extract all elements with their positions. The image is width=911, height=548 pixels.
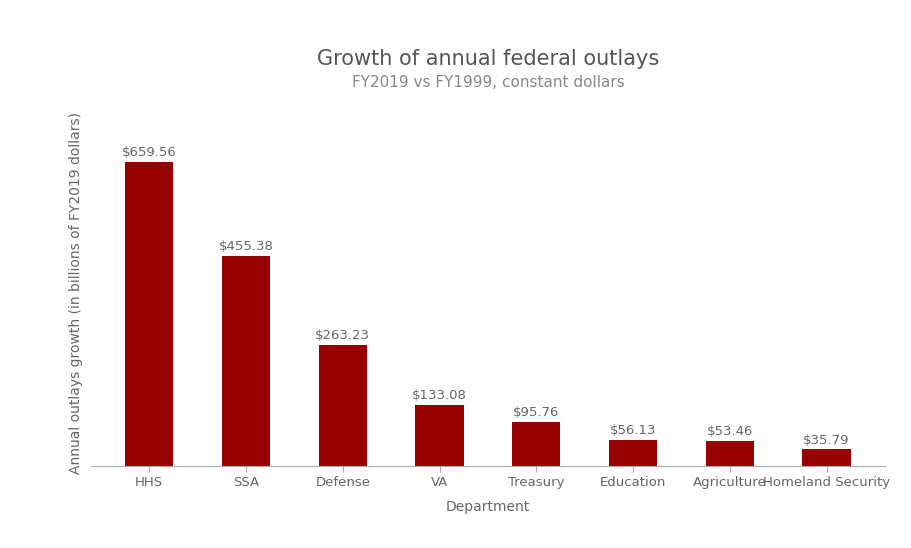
Title: Growth of annual federal outlays: Growth of annual federal outlays	[316, 49, 659, 69]
Text: $35.79: $35.79	[803, 433, 849, 447]
Text: $455.38: $455.38	[219, 241, 273, 253]
Text: $56.13: $56.13	[609, 424, 656, 437]
Bar	[705, 441, 753, 466]
Bar	[318, 345, 366, 466]
Text: $659.56: $659.56	[122, 146, 177, 159]
Bar	[221, 256, 270, 466]
Text: $263.23: $263.23	[315, 329, 370, 342]
Bar	[609, 440, 657, 466]
Text: $133.08: $133.08	[412, 389, 466, 402]
Text: $53.46: $53.46	[706, 425, 752, 438]
Bar	[802, 449, 850, 466]
Bar	[125, 162, 173, 466]
Y-axis label: Annual outlays growth (in billions of FY2019 dollars): Annual outlays growth (in billions of FY…	[69, 112, 83, 474]
X-axis label: Department: Department	[445, 500, 529, 515]
Text: FY2019 vs FY1999, constant dollars: FY2019 vs FY1999, constant dollars	[351, 75, 624, 90]
Text: $95.76: $95.76	[513, 406, 558, 419]
Bar	[415, 404, 463, 466]
Bar	[512, 422, 560, 466]
